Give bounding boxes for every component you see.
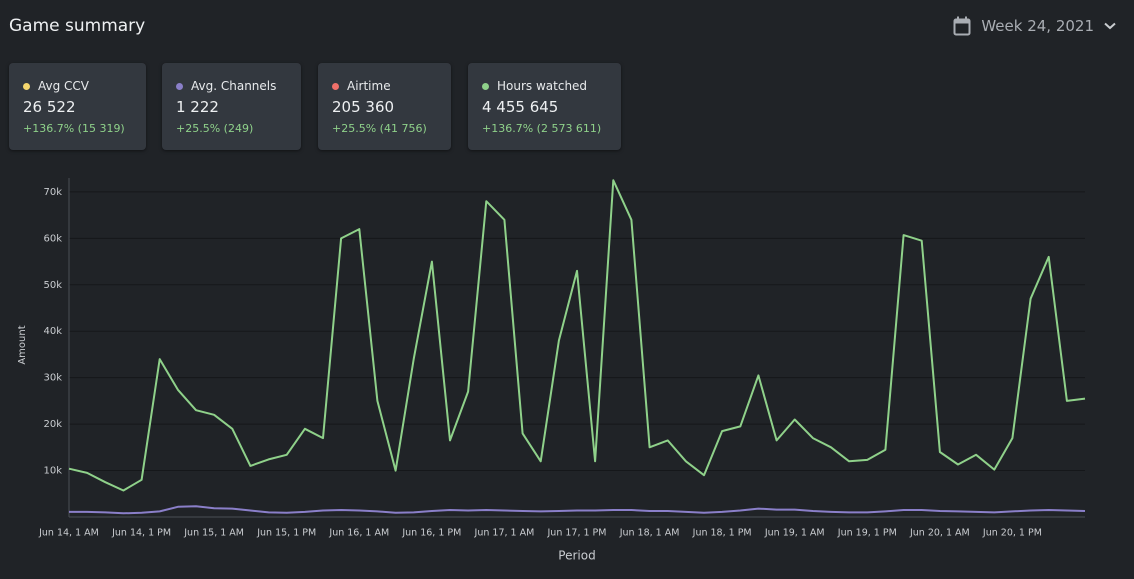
y-tick-label: 30k bbox=[43, 373, 62, 384]
x-tick-label: Jun 18, 1 AM bbox=[619, 528, 680, 539]
card-value: 4 455 645 bbox=[482, 98, 559, 116]
y-tick-label: 20k bbox=[43, 419, 62, 430]
y-tick-label: 70k bbox=[43, 187, 62, 198]
stat-card: Avg CCV 26 522 +136.7% (15 319) bbox=[9, 63, 146, 150]
y-tick-label: 60k bbox=[43, 233, 62, 244]
calendar-icon bbox=[953, 16, 971, 36]
x-tick-label: Jun 14, 1 AM bbox=[38, 528, 99, 539]
y-axis-title: Amount bbox=[17, 325, 28, 364]
card-value: 1 222 bbox=[176, 98, 219, 116]
card-label-row: Airtime bbox=[332, 79, 391, 93]
card-label-row: Avg. Channels bbox=[176, 79, 276, 93]
series-line bbox=[69, 505, 1086, 515]
period-label: Week 24, 2021 bbox=[981, 17, 1094, 35]
card-change: +136.7% (15 319) bbox=[23, 122, 125, 135]
x-tick-label: Jun 15, 1 AM bbox=[183, 528, 244, 539]
x-tick-label: Jun 20, 1 PM bbox=[982, 528, 1042, 539]
x-tick-label: Jun 19, 1 AM bbox=[764, 528, 825, 539]
x-tick-label: Jun 15, 1 PM bbox=[256, 528, 316, 539]
period-picker[interactable]: Week 24, 2021 bbox=[953, 16, 1116, 36]
legend-dot bbox=[23, 82, 30, 90]
card-label: Avg. Channels bbox=[191, 79, 277, 93]
stat-card: Airtime 205 360 +25.5% (41 756) bbox=[318, 63, 451, 150]
legend-dot bbox=[482, 82, 489, 90]
y-tick-label: 50k bbox=[43, 280, 62, 291]
x-tick-label: Jun 17, 1 PM bbox=[547, 528, 607, 539]
stat-card: Avg. Channels 1 222 +25.5% (249) bbox=[162, 63, 301, 150]
card-change: +25.5% (41 756) bbox=[332, 122, 427, 135]
chevron-icon bbox=[1104, 22, 1116, 30]
card-label: Airtime bbox=[347, 79, 391, 93]
card-label-row: Hours watched bbox=[482, 79, 587, 93]
x-axis-title: Period bbox=[558, 549, 595, 563]
card-label-row: Avg CCV bbox=[23, 79, 89, 93]
x-tick-label: Jun 16, 1 PM bbox=[401, 528, 461, 539]
x-tick-label: Jun 19, 1 PM bbox=[837, 528, 897, 539]
legend-dot bbox=[176, 82, 183, 90]
x-tick-label: Jun 20, 1 AM bbox=[909, 528, 970, 539]
card-label: Avg CCV bbox=[38, 79, 90, 93]
y-tick-label: 10k bbox=[43, 466, 62, 477]
y-tick-label: 40k bbox=[43, 326, 62, 337]
stat-card: Hours watched 4 455 645 +136.7% (2 573 611… bbox=[468, 63, 621, 150]
card-change: +25.5% (249) bbox=[176, 122, 254, 135]
card-value: 26 522 bbox=[23, 98, 76, 116]
x-tick-label: Jun 16, 1 AM bbox=[328, 528, 389, 539]
x-tick-label: Jun 18, 1 PM bbox=[692, 528, 752, 539]
card-value: 205 360 bbox=[332, 98, 395, 116]
card-change: +136.7% (2 573 611) bbox=[482, 122, 602, 135]
x-tick-label: Jun 14, 1 PM bbox=[111, 528, 171, 539]
legend-dot bbox=[332, 82, 339, 90]
page-title: Game summary bbox=[9, 16, 146, 36]
card-label: Hours watched bbox=[497, 79, 588, 93]
x-tick-label: Jun 17, 1 AM bbox=[474, 528, 535, 539]
series-line bbox=[68, 179, 1086, 492]
